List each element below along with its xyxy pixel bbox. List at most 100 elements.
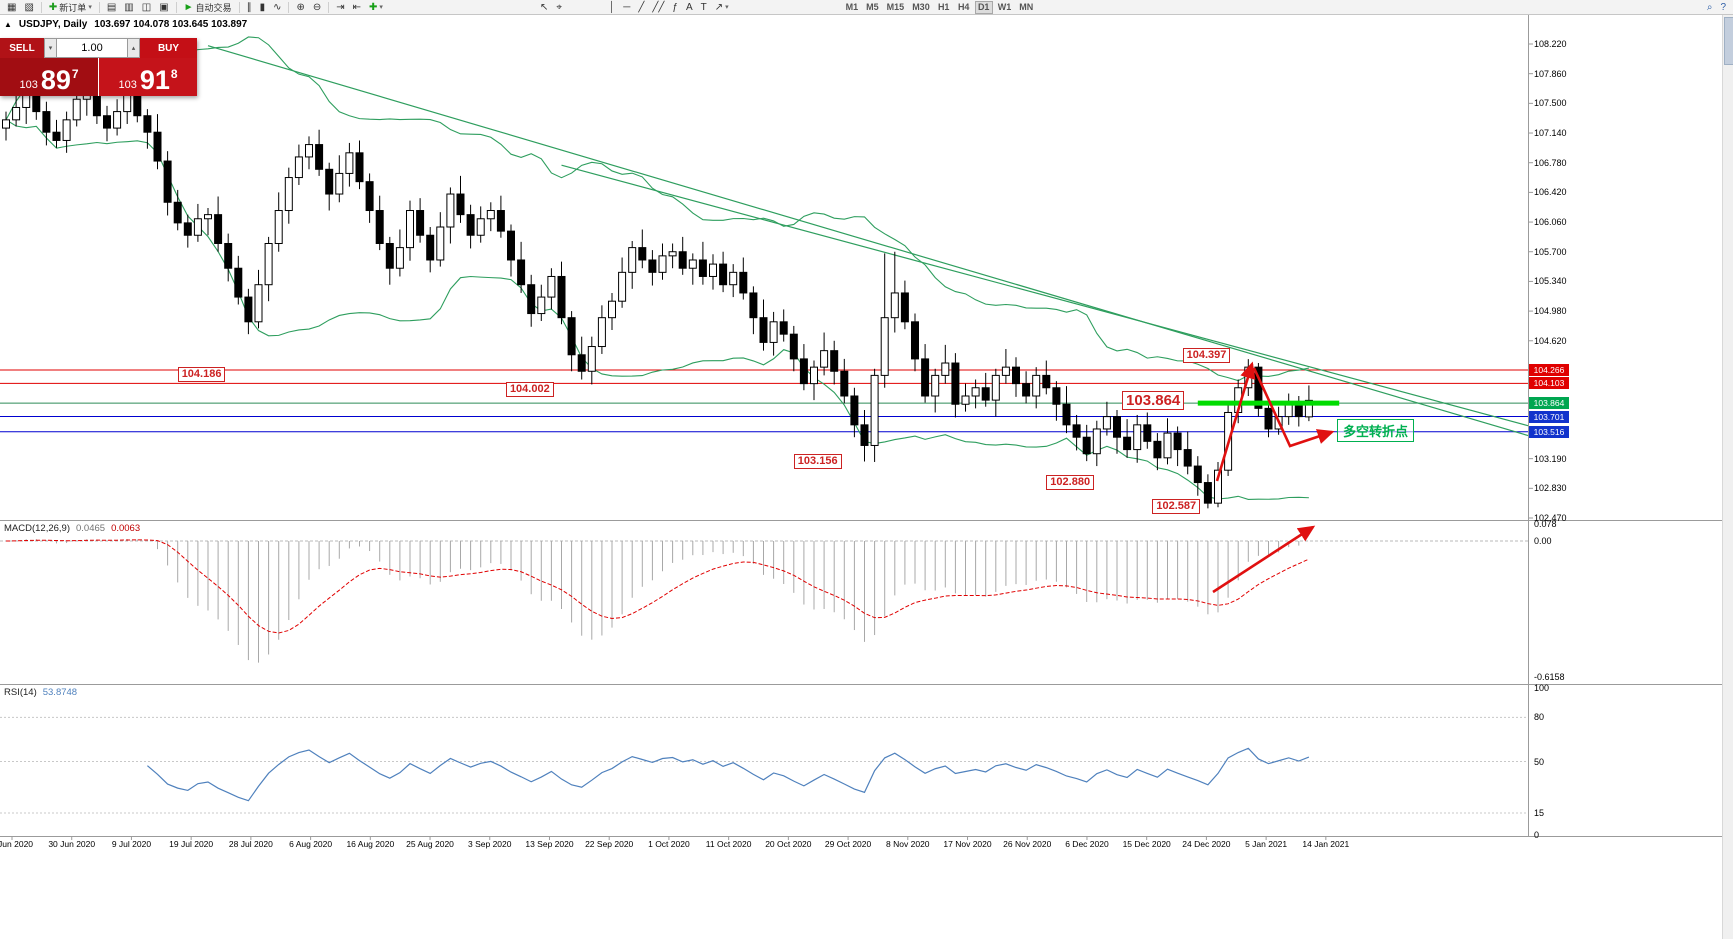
turning-point-annotation[interactable]: 多空转折点 (1337, 419, 1415, 442)
volume-input[interactable] (57, 38, 127, 58)
data-window-icon-button[interactable]: ▥ (121, 1, 136, 14)
vertical-line-icon-button[interactable]: │ (606, 1, 618, 14)
autotrading-button[interactable]: ► 自动交易 (181, 1, 235, 14)
auto-scroll-icon-button[interactable]: ⇥ (333, 1, 347, 14)
arrows-icon-button[interactable]: ↗ ▾ (712, 1, 732, 14)
timeframe-h1-button[interactable]: H1 (935, 1, 953, 14)
text-label-icon-button[interactable]: T (698, 1, 710, 14)
price-callout-label[interactable]: 103.156 (793, 453, 842, 469)
date-axis-label: 25 Aug 2020 (406, 839, 454, 849)
time-axis[interactable]: 1 Jun 2020 30 Jun 2020 9 Jul 2020 19 Jul 20… (0, 837, 1528, 851)
toolbar-separator (175, 1, 177, 13)
toolbar-separator (288, 1, 290, 13)
price-callout-label[interactable]: 104.002 (505, 382, 554, 398)
terminal-icon-button[interactable]: ▣ (156, 1, 171, 14)
terminal-icon-icon: ▣ (159, 1, 169, 13)
timeframe-d1-button[interactable]: D1 (974, 0, 993, 14)
line-chart-icon-button[interactable]: ∿ (270, 1, 284, 14)
price-axis-label: 106.420 (1534, 187, 1567, 198)
timeframe-w1-button[interactable]: W1 (995, 1, 1015, 14)
macd-axis-label: 0.078 (1534, 518, 1557, 529)
volume-increase-button[interactable]: ▴ (127, 38, 140, 58)
price-chart[interactable] (0, 15, 1733, 851)
chart-shift-icon-button[interactable]: ⇤ (350, 1, 364, 14)
date-axis-label: 1 Jun 2020 (0, 839, 34, 849)
timeframe-m30-button[interactable]: M30 (909, 1, 933, 14)
trendline-icon-button[interactable]: ╱ (635, 1, 647, 14)
bar-chart-icon-button[interactable]: ∥ (244, 1, 255, 14)
scrollbar-thumb[interactable] (1724, 17, 1733, 65)
price-callout-label[interactable]: 104.397 (1182, 348, 1231, 364)
search-icon-button[interactable]: ⌕ (1704, 1, 1716, 14)
sell-button[interactable]: SELL (0, 38, 44, 58)
rsi-axis-label: 50 (1534, 756, 1545, 767)
fibonacci-icon-button[interactable]: ƒ (669, 1, 681, 14)
quick-help-icon-button[interactable]: ? (1717, 1, 1729, 14)
buy-price-button[interactable]: 103 91 8 (99, 58, 197, 96)
price-axis-label: 103.190 (1534, 453, 1567, 464)
trade-panel-controls: SELL ▾ ▴ BUY (0, 38, 197, 58)
price-callout-label[interactable]: 104.186 (177, 366, 226, 382)
price-axis-label: 104.980 (1534, 306, 1567, 317)
chart-shift-icon-icon: ⇤ (352, 1, 362, 13)
market-watch-icon-button[interactable]: ▤ (104, 1, 119, 14)
price-axis-label: 102.470 (1534, 513, 1567, 523)
new-chart-icon-button[interactable]: ▦ (4, 1, 19, 14)
symbol-ohlc-line: ▲ USDJPY, Daily 103.697 104.078 103.645 … (4, 19, 247, 30)
date-axis-label: 9 Jul 2020 (111, 839, 152, 849)
zoom-out-icon-button[interactable]: ⊖ (310, 1, 324, 14)
channel-icon-button[interactable]: ╱╱ (649, 1, 667, 14)
timeframe-mn-button[interactable]: MN (1016, 1, 1036, 14)
sell-price-prefix: 103 (19, 79, 38, 91)
macd-axis-label: -0.6158 (1534, 672, 1565, 682)
date-axis-label: 30 Jun 2020 (48, 839, 96, 849)
market-watch-icon-icon: ▤ (106, 1, 117, 13)
buy-button[interactable]: BUY (140, 38, 197, 58)
candlestick-chart-icon-button[interactable]: ▮ (257, 1, 269, 14)
analysis-arrows[interactable] (1212, 361, 1335, 594)
text-label-icon-icon: T (700, 1, 707, 13)
timeframe-m5-button[interactable]: M5 (863, 1, 882, 14)
horizontal-line-icon-button[interactable]: ─ (620, 1, 633, 14)
price-callout-label[interactable]: 102.880 (1046, 474, 1095, 490)
macd-indicator (0, 539, 1528, 663)
timeframe-m15-button[interactable]: M15 (884, 1, 908, 14)
price-axis[interactable]: 108.220 107.860 107.500 107.140 106.780 106.4… (1529, 15, 1589, 851)
timeframe-m1-button[interactable]: M1 (843, 1, 862, 14)
trendline-icon-icon: ╱ (638, 1, 645, 13)
volume-decrease-button[interactable]: ▾ (44, 38, 57, 58)
candlestick-chart-icon-icon: ▮ (259, 1, 266, 13)
sell-price-button[interactable]: 103 89 7 (0, 58, 99, 96)
price-callout-label[interactable]: 103.864 (1122, 390, 1185, 410)
price-axis-label: 105.700 (1534, 246, 1567, 257)
vertical-scrollbar[interactable] (1722, 15, 1733, 939)
descending-trendlines[interactable] (207, 45, 1529, 437)
text-icon-button[interactable]: A (683, 1, 696, 14)
price-axis-badge: 104.266 (1529, 363, 1569, 376)
vertical-line-icon-icon: │ (608, 1, 616, 13)
horizontal-level-lines[interactable] (0, 369, 1528, 433)
new-order-button[interactable]: ✚ 新订单 ▾ (46, 1, 95, 14)
price-axis-label: 106.060 (1534, 217, 1567, 228)
crosshair-icon-button[interactable]: ⌖ (553, 1, 565, 14)
navigator-icon-button[interactable]: ◫ (139, 1, 154, 14)
zoom-in-icon-icon: ⊕ (296, 1, 305, 13)
buy-price-sup: 8 (170, 67, 178, 81)
zoom-in-icon-button[interactable]: ⊕ (293, 1, 307, 14)
crosshair-icon-icon: ⌖ (556, 1, 562, 13)
date-axis-label: 24 Dec 2020 (1182, 839, 1231, 849)
date-axis-label: 16 Aug 2020 (346, 839, 395, 849)
indicators-icon-button[interactable]: ✚ ▾ (366, 1, 386, 14)
price-axis-badge: 104.103 (1529, 377, 1569, 390)
timeframe-h4-button[interactable]: H4 (955, 1, 973, 14)
chart-panel[interactable]: ▲ USDJPY, Daily 103.697 104.078 103.645 … (0, 15, 1733, 851)
trade-panel-toggle-icon[interactable]: ▲ (4, 20, 12, 29)
price-axis-badge: 103.864 (1529, 397, 1569, 410)
chart-profiles-icon-icon: ▧ (24, 1, 34, 13)
price-callout-label[interactable]: 102.587 (1152, 499, 1201, 515)
chevron-down-icon: ▾ (88, 4, 92, 11)
autotrading-icon: ► (183, 1, 194, 13)
sell-price-big: 89 (40, 65, 71, 95)
chart-profiles-icon-button[interactable]: ▧ (21, 1, 36, 14)
cursor-icon-button[interactable]: ↖ (537, 1, 551, 14)
